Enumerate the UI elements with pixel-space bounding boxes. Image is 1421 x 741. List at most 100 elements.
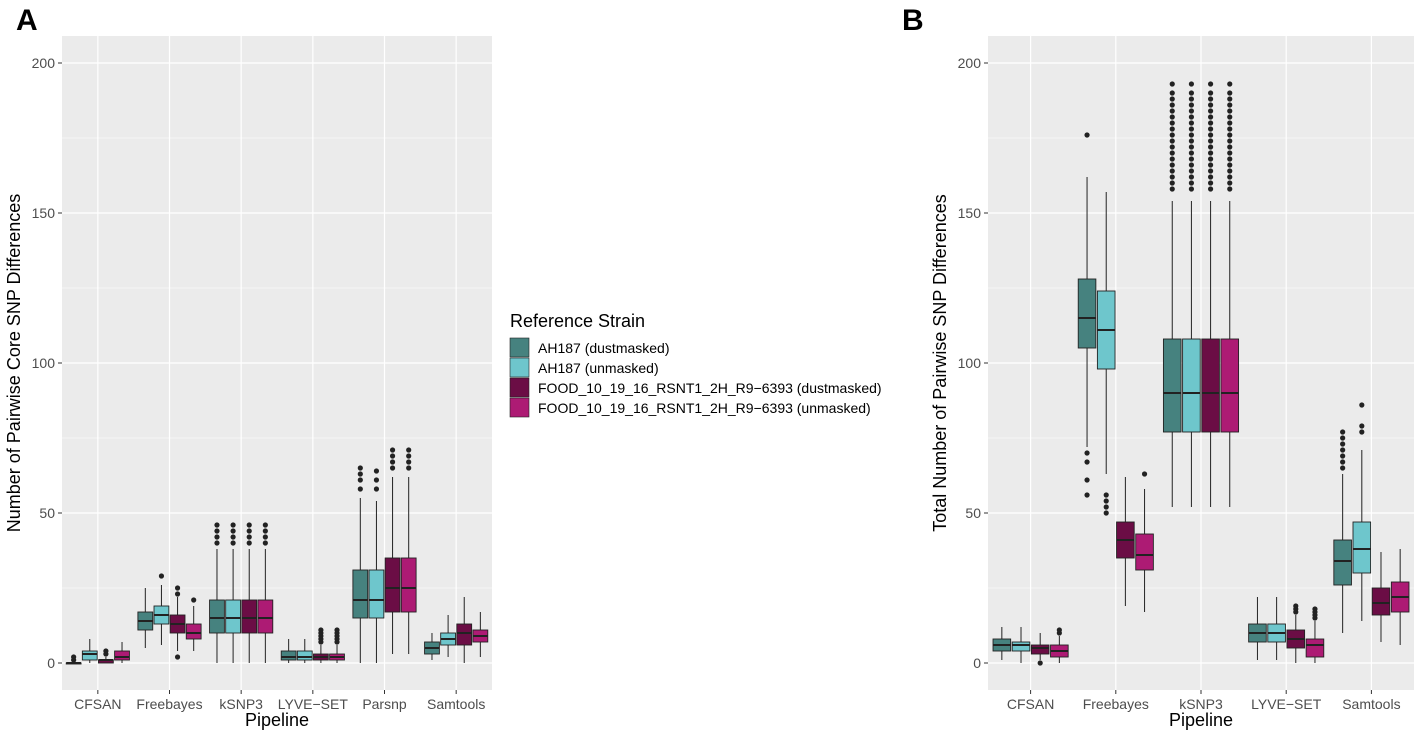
outlier-point [191, 597, 197, 603]
outlier-point [230, 528, 236, 534]
outlier-point [1169, 162, 1175, 168]
legend-label-ah187-unmasked: AH187 (unmasked) [538, 360, 659, 376]
x-tick-label: CFSAN [1007, 696, 1054, 712]
legend-label-food-dustmasked: FOOD_10_19_16_RSNT1_2H_R9−6393 (dustmask… [538, 380, 882, 396]
box-iqr [1333, 539, 1352, 586]
outlier-point [1103, 504, 1109, 510]
outlier-point [1037, 660, 1043, 666]
outlier-point [174, 654, 181, 660]
outlier-point [1169, 156, 1175, 162]
box-iqr [1077, 278, 1097, 349]
outlier-point [1188, 126, 1195, 132]
outlier-point [230, 534, 236, 540]
outlier-point [1188, 186, 1195, 192]
outlier-point [214, 528, 220, 534]
y-tick-label: 200 [958, 55, 982, 71]
outlier-point [1103, 510, 1109, 516]
outlier-point [1169, 180, 1175, 186]
outlier-point [357, 477, 363, 483]
outlier-point [1207, 114, 1214, 120]
x-tick-label: Samtools [427, 696, 485, 712]
outlier-point [1207, 156, 1214, 162]
box-iqr [1030, 644, 1050, 655]
outlier-point [1188, 168, 1195, 174]
outlier-point [1169, 96, 1175, 102]
outlier-point [1169, 174, 1175, 180]
outlier-point [1227, 180, 1233, 186]
outlier-point [406, 447, 412, 453]
outlier-point [214, 522, 220, 528]
legend-label-food-unmasked: FOOD_10_19_16_RSNT1_2H_R9−6393 (unmasked… [538, 400, 871, 416]
y-axis-title: Number of Pairwise Core SNP Differences [4, 194, 24, 532]
box-iqr [1220, 338, 1240, 433]
outlier-point [1340, 453, 1346, 459]
outlier-point [1169, 90, 1175, 96]
outlier-point [1103, 492, 1109, 498]
outlier-point [1227, 132, 1233, 138]
box-iqr [241, 599, 258, 634]
outlier-point [1169, 126, 1175, 132]
outlier-point [1084, 459, 1090, 465]
outlier-point [1207, 186, 1214, 192]
outlier-point [1169, 108, 1175, 114]
y-tick-label: 100 [958, 355, 982, 371]
outlier-point [1207, 138, 1214, 144]
outlier-point [1227, 174, 1233, 180]
box-iqr [225, 599, 241, 634]
y-axis-title: Total Number of Pairwise SNP Differences [930, 194, 950, 531]
y-tick-label: 50 [39, 505, 55, 521]
outlier-point [357, 486, 363, 492]
outlier-point [1169, 81, 1175, 87]
outlier-point [1340, 447, 1346, 453]
x-tick-label: Freebayes [1083, 696, 1149, 712]
outlier-point [1188, 102, 1195, 108]
outlier-point [1207, 180, 1214, 186]
outlier-point [1227, 162, 1233, 168]
outlier-point [1359, 402, 1365, 408]
outlier-point [1188, 156, 1195, 162]
box-iqr [384, 557, 401, 613]
outlier-point [262, 528, 268, 534]
outlier-point [1340, 441, 1346, 447]
outlier-point [246, 540, 252, 546]
outlier-point [1188, 114, 1195, 120]
outlier-point [1169, 144, 1175, 150]
outlier-point [389, 465, 396, 471]
outlier-point [1169, 150, 1175, 156]
x-axis-title: Pipeline [245, 710, 309, 730]
y-tick-label: 0 [973, 655, 981, 671]
box-iqr [1305, 638, 1325, 658]
outlier-point [1056, 627, 1062, 633]
outlier-point [373, 477, 380, 483]
legend-swatch-ah187-unmasked [509, 357, 530, 378]
legend-swatch-ah187-dustmasked [509, 337, 530, 358]
outlier-point [318, 627, 324, 633]
box-iqr [1201, 338, 1220, 433]
outlier-point [1340, 459, 1346, 465]
box-iqr [1011, 641, 1031, 652]
box-iqr [280, 650, 297, 661]
outlier-point [389, 447, 396, 453]
outlier-point [1207, 144, 1214, 150]
outlier-point [1227, 138, 1233, 144]
outlier-point [1141, 471, 1148, 477]
outlier-point [262, 534, 268, 540]
outlier-point [1169, 138, 1175, 144]
outlier-point [1103, 498, 1109, 504]
outlier-point [1188, 90, 1195, 96]
outlier-point [1227, 126, 1233, 132]
outlier-point [1227, 120, 1233, 126]
box-iqr [1135, 533, 1154, 571]
outlier-point [174, 591, 181, 597]
y-tick-label: 200 [32, 55, 56, 71]
outlier-point [1227, 96, 1233, 102]
box-iqr [185, 623, 202, 640]
outlier-point [174, 585, 181, 591]
outlier-point [1188, 132, 1195, 138]
x-tick-label: CFSAN [74, 696, 121, 712]
legend-title: Reference Strain [510, 311, 645, 331]
outlier-point [1340, 465, 1346, 471]
outlier-point [1207, 90, 1214, 96]
outlier-point [406, 465, 412, 471]
